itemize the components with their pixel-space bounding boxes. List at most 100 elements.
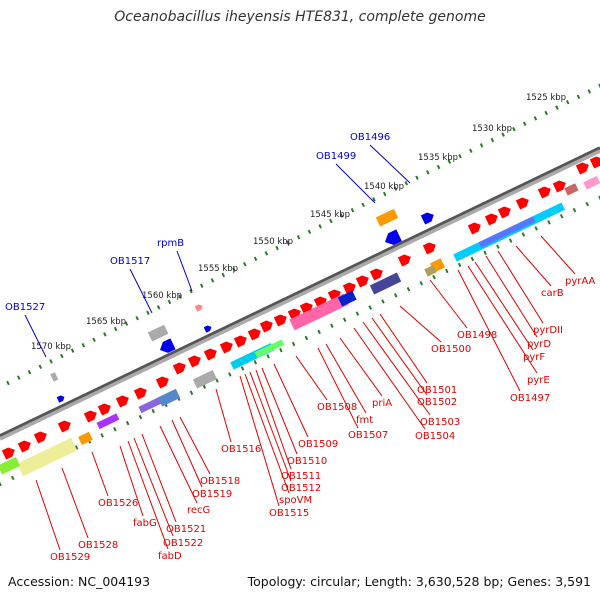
ruler-dot [215, 378, 219, 383]
callout-line [244, 373, 290, 494]
ruler-dot [135, 315, 139, 321]
ruler-dot [470, 256, 475, 262]
ruler-dot [501, 132, 505, 137]
gene-label: pyrD [527, 339, 551, 350]
gene-label: OB1500 [431, 344, 471, 355]
gene-arrow [397, 252, 413, 267]
callout-line [339, 337, 383, 397]
ruler-dot [585, 201, 590, 207]
ruler-dot [49, 359, 53, 364]
gene-arrow [497, 204, 513, 219]
ruler-dot [167, 299, 172, 305]
ruler-dot [508, 238, 513, 243]
ruler-dot [415, 175, 419, 181]
gene-label: OB1516 [221, 444, 261, 455]
ruler-dot [330, 323, 334, 329]
gene-label: OB1512 [281, 483, 321, 494]
callout-line [24, 314, 47, 358]
gene-arrow [247, 326, 263, 341]
ruler-tick-label: 1535 kbp [418, 153, 458, 163]
inner-tick-row [0, 195, 600, 487]
feature-box [375, 208, 399, 227]
ruler-dot [27, 369, 32, 375]
gene-arrow [187, 353, 203, 368]
gene-arrow [422, 240, 438, 255]
ruler-dot [598, 195, 600, 201]
ruler-dot [382, 191, 387, 197]
ruler-dot [296, 234, 301, 240]
ruler-tick-label: 1545 kbp [310, 210, 350, 220]
gene-label: OB1509 [298, 439, 338, 450]
gene-label: OB1503 [420, 417, 460, 428]
ruler-dot [240, 366, 245, 371]
ruler-dot [6, 380, 10, 386]
ruler-dot [317, 329, 321, 335]
feature-box [78, 431, 93, 446]
ruler-dot [10, 475, 15, 481]
feature-box [337, 290, 357, 307]
ruler-dot [559, 214, 564, 219]
gene-arrow [1, 445, 17, 460]
gene-arrow [97, 401, 113, 416]
ruler-tick-label: 1570 kbp [31, 342, 71, 352]
ruler-dot [533, 116, 538, 121]
ruler-dot [253, 360, 258, 365]
callout-line [261, 367, 298, 455]
ruler-dot [125, 420, 130, 426]
ruler-dot [521, 232, 526, 237]
callout-line [362, 321, 431, 416]
gene-arrow [355, 273, 371, 288]
gene-arrow [233, 333, 249, 348]
ruler-dot [228, 372, 232, 377]
ruler-dot [534, 226, 538, 231]
genome-backbone [0, 146, 600, 441]
gene-arrow [467, 220, 483, 235]
ruler-dot [544, 110, 548, 116]
gene-label: fabG [133, 518, 157, 529]
ruler-dot [342, 317, 347, 322]
ruler-dot [350, 207, 355, 213]
feature-box [157, 388, 181, 407]
feature-box [564, 183, 579, 196]
gene-label: OB1528 [78, 540, 118, 551]
ruler-dot [178, 294, 182, 299]
gene-label: OB1511 [281, 471, 321, 482]
ruler-dot [381, 299, 385, 304]
ruler-dot [199, 283, 204, 289]
ruler-dot [124, 321, 129, 326]
ruler-dot [368, 305, 372, 310]
ruler-tick-label: 1550 kbp [253, 237, 293, 247]
gene-label: priA [372, 398, 392, 409]
gene-label: OB1526 [98, 498, 138, 509]
callout-line [239, 375, 280, 507]
ruler-dot [210, 278, 215, 283]
ruler-dot [279, 347, 283, 353]
gene-label: fmt [356, 415, 373, 426]
gene-arrow [484, 211, 500, 226]
ruler-dot [393, 186, 398, 191]
ruler-tick-label: 1560 kbp [142, 291, 182, 301]
callout-line [171, 419, 203, 488]
ruler-dot [92, 337, 96, 343]
callout-line [485, 255, 538, 338]
callout-line [249, 371, 292, 482]
ruler-dot [522, 121, 527, 127]
callout-line [35, 479, 61, 551]
gene-arrow [259, 318, 275, 333]
callout-line [119, 445, 144, 517]
callout-line [255, 369, 292, 470]
gene-label: OB1508 [317, 402, 357, 413]
ruler-dot [156, 305, 161, 310]
ruler-dot [232, 267, 236, 272]
ruler-dot [81, 342, 86, 348]
gene-arrow [133, 385, 149, 400]
ruler-dot [419, 280, 424, 286]
callout-line [540, 235, 576, 275]
gene-label: OB1515 [269, 508, 309, 519]
callout-line [176, 250, 193, 292]
ruler-dot [189, 390, 194, 395]
ruler-dot [447, 159, 452, 164]
callout-line [273, 363, 309, 438]
ruler-dot [458, 153, 462, 159]
feature-box [96, 413, 120, 430]
